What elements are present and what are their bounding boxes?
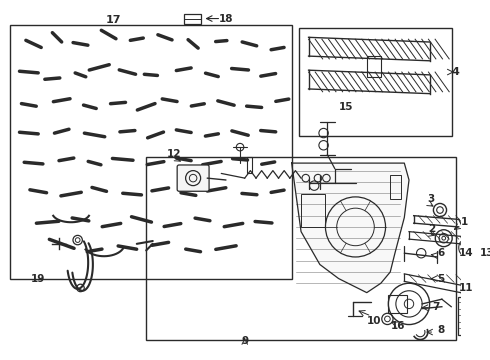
FancyBboxPatch shape — [177, 165, 209, 191]
Bar — [146, 157, 456, 339]
Bar — [184, 14, 200, 24]
Text: 17: 17 — [105, 15, 121, 26]
Text: 18: 18 — [219, 14, 233, 23]
Text: 3: 3 — [428, 194, 435, 204]
Bar — [458, 297, 486, 335]
Text: 9: 9 — [241, 337, 248, 346]
Text: 13: 13 — [479, 248, 490, 258]
Text: 6: 6 — [437, 248, 444, 258]
Text: 1: 1 — [461, 217, 468, 227]
Bar — [367, 56, 381, 77]
Text: 2: 2 — [428, 224, 435, 234]
Text: 4: 4 — [451, 67, 459, 77]
Bar — [301, 194, 324, 227]
Text: 11: 11 — [459, 283, 473, 293]
Bar — [390, 175, 401, 199]
Text: 19: 19 — [31, 274, 46, 284]
Text: 8: 8 — [437, 325, 444, 335]
Polygon shape — [292, 163, 409, 293]
Text: 16: 16 — [391, 321, 405, 332]
Text: 7: 7 — [433, 302, 440, 312]
Text: 14: 14 — [459, 248, 473, 258]
Bar — [10, 25, 292, 279]
Bar — [299, 28, 452, 136]
Text: 15: 15 — [339, 102, 353, 112]
Text: 5: 5 — [437, 274, 444, 284]
Text: 12: 12 — [167, 149, 182, 159]
Bar — [246, 157, 252, 174]
Text: 10: 10 — [367, 316, 382, 326]
Bar — [389, 294, 407, 313]
